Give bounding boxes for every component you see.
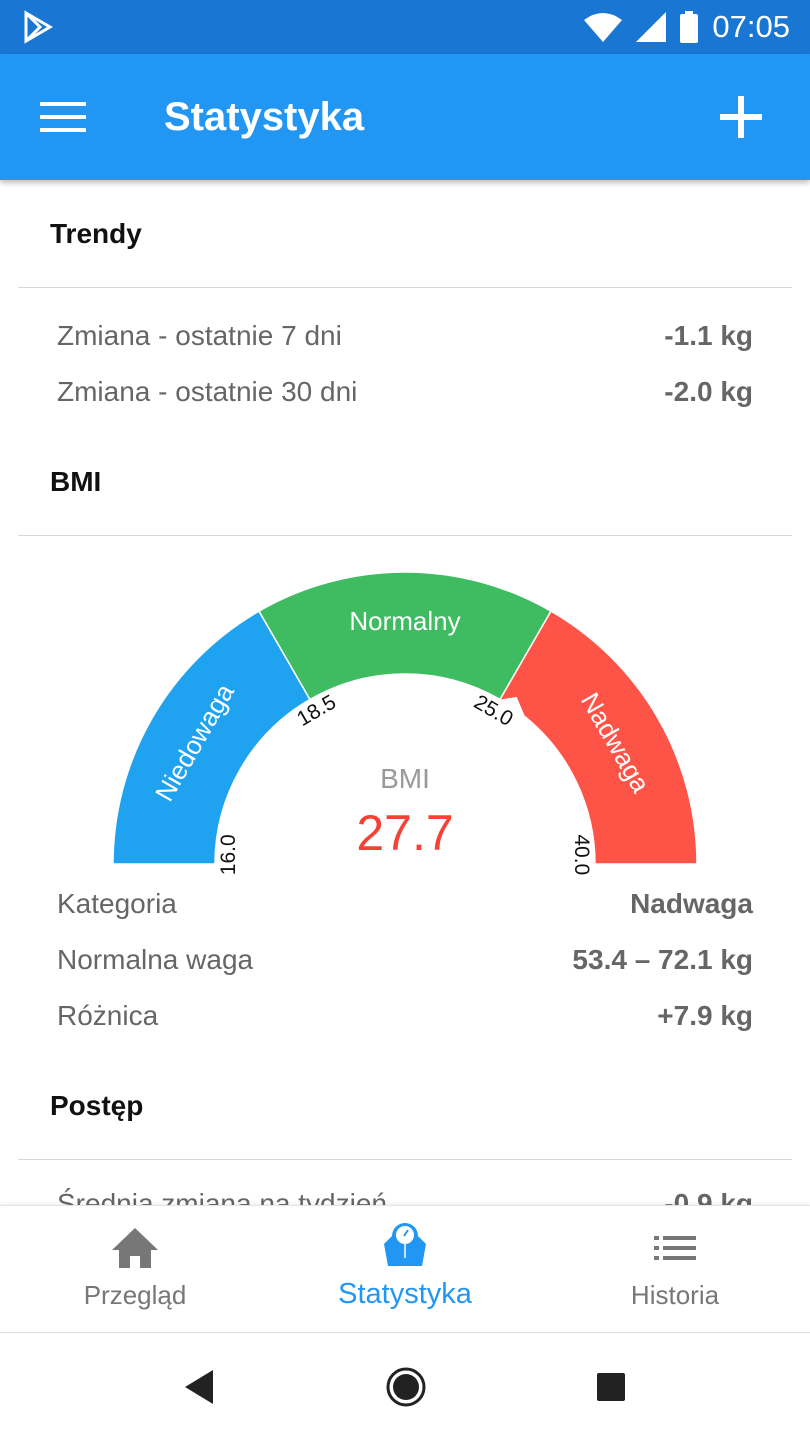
back-icon[interactable]: [185, 1370, 215, 1404]
bmi-row: Normalna waga 53.4 – 72.1 kg: [57, 944, 753, 975]
system-navigation: [0, 1334, 810, 1440]
play-store-icon: [24, 10, 53, 44]
trend-row: Zmiana - ostatnie 30 dni -2.0 kg: [57, 376, 753, 407]
progress-header: Postęp: [18, 1052, 792, 1160]
gauge-tick-label: 16.0: [217, 834, 240, 875]
trends-header: Trendy: [18, 180, 792, 288]
hamburger-icon[interactable]: [40, 102, 86, 132]
clock: 07:05: [712, 9, 790, 44]
bmi-row: Kategoria Nadwaga: [57, 888, 753, 919]
app-bar: Statystyka: [0, 54, 810, 180]
progress-row: Średnia zmiana na tydzień -0.9 kg: [57, 1188, 753, 1205]
home-icon: [112, 1228, 158, 1268]
statistics-content[interactable]: Trendy Zmiana - ostatnie 7 dni -1.1 kg Zm…: [0, 180, 810, 1205]
bmi-value: 27.7: [356, 805, 453, 861]
recents-icon[interactable]: [597, 1373, 625, 1401]
gauge-title: BMI: [380, 763, 430, 794]
signal-icon: [636, 12, 667, 42]
nav-history[interactable]: Historia: [540, 1206, 810, 1332]
list-icon: [654, 1236, 696, 1260]
nav-statistics[interactable]: Statystyka: [270, 1206, 540, 1332]
battery-icon: [680, 11, 699, 43]
bmi-row: Różnica +7.9 kg: [57, 1000, 753, 1031]
plus-icon[interactable]: [720, 96, 762, 138]
status-bar: 07:05: [0, 0, 810, 54]
page-title: Statystyka: [164, 94, 365, 139]
bmi-header: BMI: [18, 428, 792, 536]
trend-row: Zmiana - ostatnie 7 dni -1.1 kg: [57, 320, 753, 351]
gauge-segment-nadwaga: [498, 610, 698, 865]
gauge-segment-label: Normalny: [349, 606, 460, 636]
scale-icon: [384, 1223, 426, 1266]
wifi-icon: [584, 13, 623, 42]
home-button-icon[interactable]: [385, 1366, 427, 1408]
nav-overview[interactable]: Przegląd: [0, 1206, 270, 1332]
gauge-tick-label: 40.0: [570, 834, 593, 875]
bottom-navigation: Przegląd Statystyka Historia: [0, 1205, 810, 1333]
